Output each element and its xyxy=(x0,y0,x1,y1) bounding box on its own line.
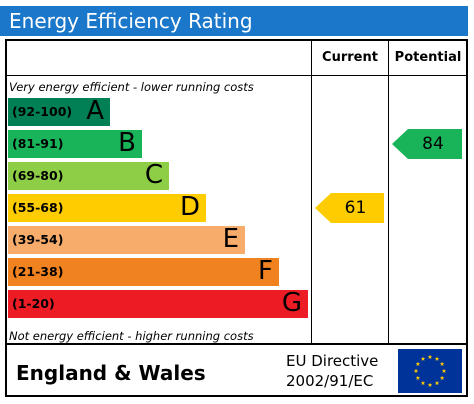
band-c: (69-80) C xyxy=(8,160,169,190)
rating-table xyxy=(5,39,468,345)
band-range: (69-80) xyxy=(12,168,64,183)
eu-star xyxy=(415,361,421,366)
band-letter: G xyxy=(281,288,302,318)
band-b: (81-91) B xyxy=(8,128,142,158)
band-letter: C xyxy=(144,160,163,190)
current-column-header: Current xyxy=(322,50,378,65)
eu-star xyxy=(434,380,440,386)
band-g: (1-20) G xyxy=(8,288,308,318)
band-range: (55-68) xyxy=(12,200,64,215)
band-letter: E xyxy=(222,224,239,254)
band-letter: F xyxy=(258,256,273,286)
eu-star xyxy=(441,368,447,373)
eu-star xyxy=(413,368,419,373)
footer xyxy=(5,345,468,397)
potential-column-divider xyxy=(388,39,389,345)
header-divider xyxy=(6,75,467,76)
eu-stars xyxy=(413,354,447,387)
eu-star xyxy=(434,356,440,361)
band-letter: B xyxy=(118,128,136,158)
potential-rating-arrow: 84 xyxy=(392,129,462,159)
band-letter: A xyxy=(86,96,104,126)
band-f: (21-38) F xyxy=(8,256,279,286)
bottom-caption: Not energy efficient - higher running co… xyxy=(9,329,254,343)
current-rating-arrow: 61 xyxy=(315,193,384,223)
band-d: (55-68) D xyxy=(8,192,206,222)
top-caption: Very energy efficient - lower running co… xyxy=(9,80,254,94)
eu-star xyxy=(415,375,421,380)
directive-line-1: EU Directive xyxy=(286,352,379,370)
eu-star xyxy=(427,354,433,359)
eu-star xyxy=(439,361,445,366)
band-range: (21-38) xyxy=(12,264,64,279)
band-letter: D xyxy=(179,192,200,222)
chart-title: Energy Efficiency Rating xyxy=(0,6,468,36)
directive-line-2: 2002/91/EC xyxy=(286,372,374,390)
band-range: (81-91) xyxy=(12,136,64,151)
band-a: (92-100) A xyxy=(8,96,110,126)
current-column-divider xyxy=(311,39,312,345)
eu-flag-icon xyxy=(398,349,462,393)
band-e: (39-54) E xyxy=(8,224,245,254)
eu-star xyxy=(439,375,445,380)
eu-star xyxy=(427,382,433,387)
eu-star xyxy=(420,380,426,386)
footer-region-label: England & Wales xyxy=(16,361,206,385)
band-range: (92-100) xyxy=(12,104,73,119)
potential-column-header: Potential xyxy=(394,50,462,65)
band-range: (39-54) xyxy=(12,232,64,247)
eu-star xyxy=(420,356,426,361)
band-range: (1-20) xyxy=(12,296,55,311)
